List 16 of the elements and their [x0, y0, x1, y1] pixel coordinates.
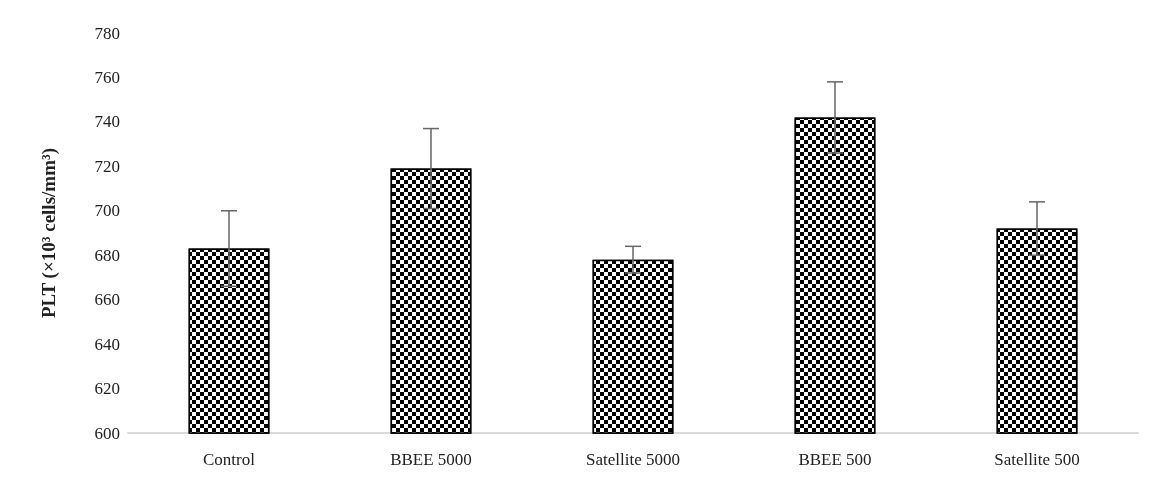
x-tick-label: Satellite 500 [994, 450, 1080, 469]
y-tick-label: 660 [94, 290, 120, 310]
y-tick-label: 640 [94, 334, 120, 354]
y-tick-label: 780 [94, 23, 120, 43]
y-tick-label: 720 [94, 156, 120, 176]
y-tick-label: 740 [94, 112, 120, 132]
x-tick-label: BBEE 500 [798, 450, 872, 469]
y-tick-label: 760 [94, 67, 120, 87]
y-tick-label: 680 [94, 245, 120, 265]
y-tick-label: 620 [94, 379, 120, 399]
y-axis-title: PLT (×10³ cells/mm³) [38, 148, 60, 318]
x-tick-label: BBEE 5000 [390, 450, 472, 469]
x-tick-label: Satellite 5000 [586, 450, 680, 469]
y-tick-label: 700 [94, 201, 120, 221]
x-tick-label: Control [203, 450, 256, 469]
y-tick-label: 600 [94, 423, 120, 443]
